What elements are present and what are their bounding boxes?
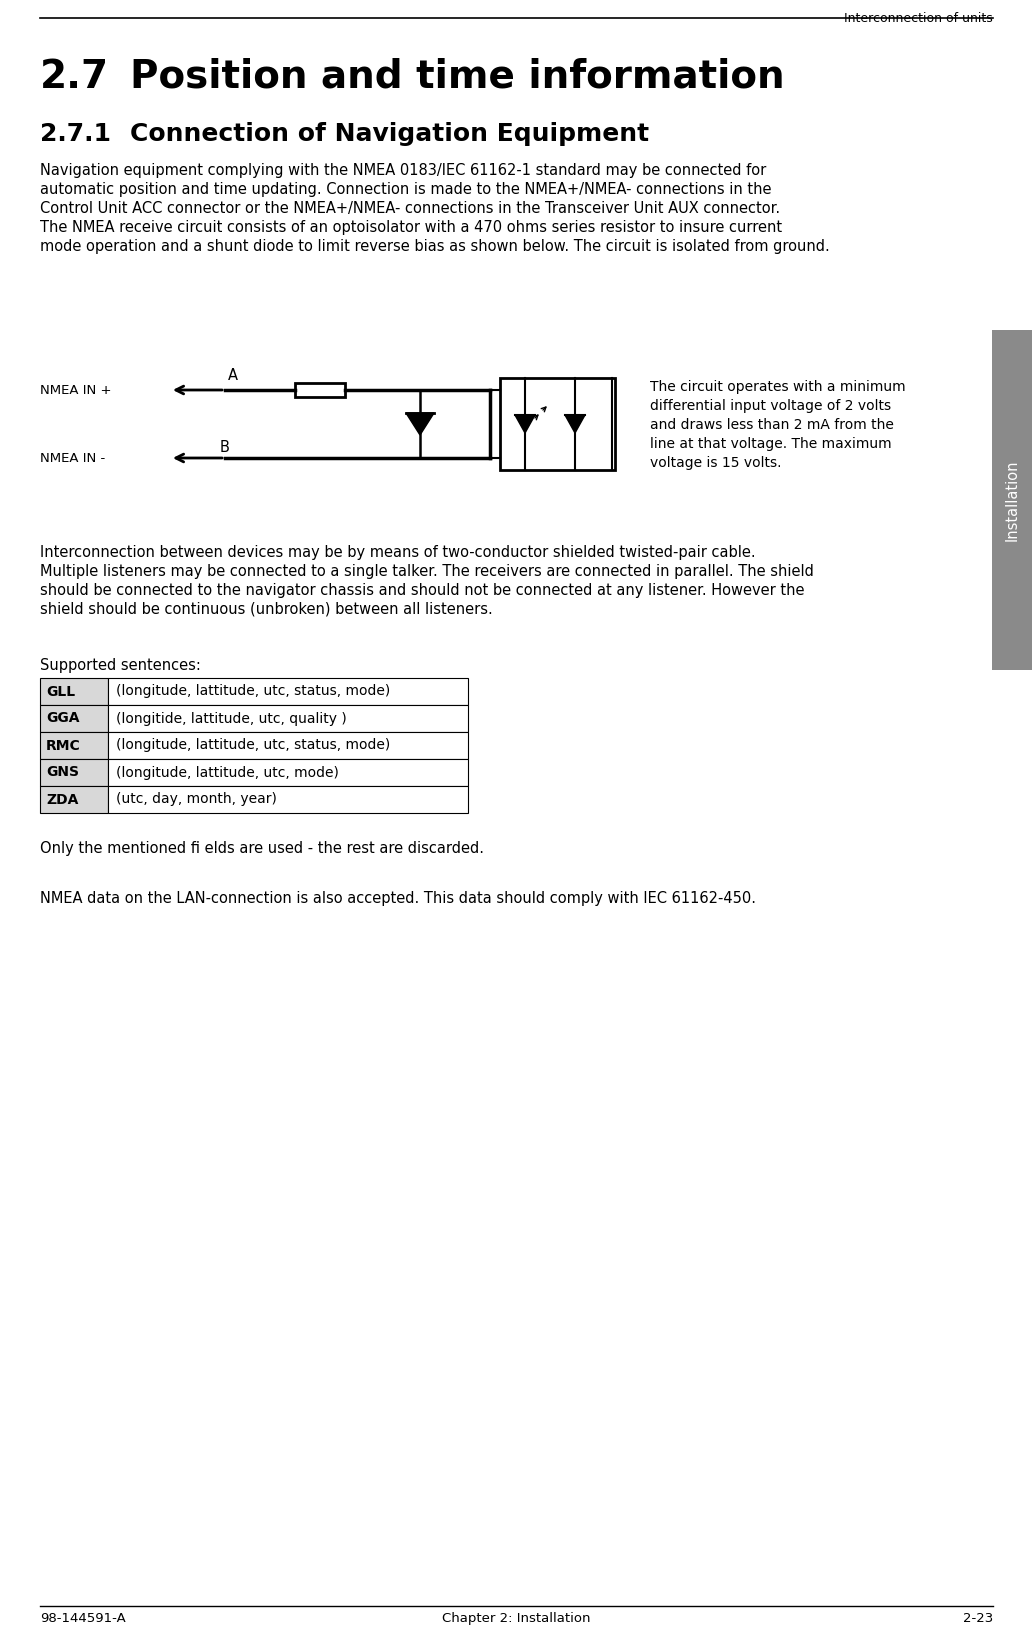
Text: Chapter 2: Installation: Chapter 2: Installation [442,1612,590,1625]
Text: The NMEA receive circuit consists of an optoisolator with a 470 ohms series resi: The NMEA receive circuit consists of an … [40,220,782,235]
Polygon shape [565,416,585,434]
Text: The circuit operates with a minimum: The circuit operates with a minimum [650,380,906,394]
Text: RMC: RMC [46,738,81,753]
Text: NMEA IN +: NMEA IN + [40,383,112,396]
Bar [108,678,468,706]
Text: (longitude, lattitude, utc, mode): (longitude, lattitude, utc, mode) [116,766,339,779]
Text: GGA: GGA [46,712,80,725]
Text: Control Unit ACC connector or the NMEA+/NMEA- connections in the Transceiver Uni: Control Unit ACC connector or the NMEA+/… [40,200,780,217]
Text: ZDA: ZDA [46,792,79,807]
Bar [108,732,468,760]
Text: should be connected to the navigator chassis and should not be connected at any : should be connected to the navigator cha… [40,584,805,598]
Text: Multiple listeners may be connected to a single talker. The receivers are connec: Multiple listeners may be connected to a… [40,564,814,579]
Bar [40,678,108,706]
Text: A: A [228,368,238,383]
Text: Interconnection of units: Interconnection of units [844,11,993,24]
Text: GNS: GNS [46,766,79,779]
Text: (utc, day, month, year): (utc, day, month, year) [116,792,277,807]
Bar [108,706,468,732]
Text: (longitide, lattitude, utc, quality ): (longitide, lattitude, utc, quality ) [116,712,347,725]
Text: automatic position and time updating. Connection is made to the NMEA+/NMEA- conn: automatic position and time updating. Co… [40,183,772,197]
Bar [500,378,615,469]
Text: 2-23: 2-23 [963,1612,993,1625]
Text: Position and time information: Position and time information [130,59,785,96]
Text: Supported sentences:: Supported sentences: [40,659,200,673]
Polygon shape [515,416,535,434]
Text: voltage is 15 volts.: voltage is 15 volts. [650,456,782,469]
Text: Only the mentioned ﬁ elds are used - the rest are discarded.: Only the mentioned ﬁ elds are used - the… [40,841,484,856]
Text: Navigation equipment complying with the NMEA 0183/IEC 61162-1 standard may be co: Navigation equipment complying with the … [40,163,766,178]
Text: Installation: Installation [1004,460,1020,541]
Bar [40,706,108,732]
Text: 98-144591-A: 98-144591-A [40,1612,126,1625]
Polygon shape [406,412,434,435]
Bar [295,383,345,398]
Bar [108,786,468,813]
Text: GLL: GLL [46,685,75,699]
Text: differential input voltage of 2 volts: differential input voltage of 2 volts [650,399,891,412]
Bar [992,329,1032,670]
Text: B: B [220,440,230,455]
Text: (longitude, lattitude, utc, status, mode): (longitude, lattitude, utc, status, mode… [116,738,390,753]
Text: shield should be continuous (unbroken) between all listeners.: shield should be continuous (unbroken) b… [40,601,493,618]
Text: NMEA IN -: NMEA IN - [40,452,105,465]
Text: line at that voltage. The maximum: line at that voltage. The maximum [650,437,891,452]
Text: NMEA data on the LAN-connection is also accepted. This data should comply with I: NMEA data on the LAN-connection is also … [40,892,756,906]
Text: (longitude, lattitude, utc, status, mode): (longitude, lattitude, utc, status, mode… [116,685,390,699]
Bar [108,760,468,786]
Bar [40,760,108,786]
Bar [40,786,108,813]
Text: and draws less than 2 mA from the: and draws less than 2 mA from the [650,417,894,432]
Text: Interconnection between devices may be by means of two-conductor shielded twiste: Interconnection between devices may be b… [40,544,755,561]
Bar [40,732,108,760]
Text: Connection of Navigation Equipment: Connection of Navigation Equipment [130,122,649,147]
Text: mode operation and a shunt diode to limit reverse bias as shown below. The circu: mode operation and a shunt diode to limi… [40,240,829,254]
Text: 2.7.1: 2.7.1 [40,122,111,147]
Text: 2.7: 2.7 [40,59,109,96]
